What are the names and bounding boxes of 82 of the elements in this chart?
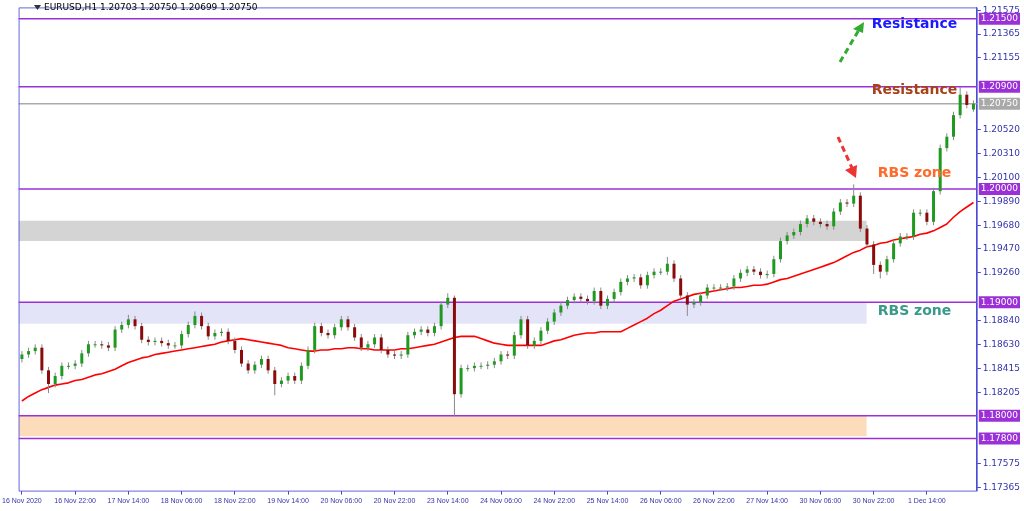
- y-tick-label: 1.18630: [982, 338, 1021, 349]
- y-tick-label: 1.21575: [982, 4, 1020, 15]
- candlestick: [632, 273, 636, 283]
- candlestick: [20, 350, 24, 363]
- candlestick: [40, 343, 44, 375]
- candlestick: [286, 372, 290, 385]
- ref-line-label: 1.17800: [980, 432, 1019, 443]
- candlestick: [273, 366, 277, 396]
- candlestick: [93, 340, 97, 349]
- y-tick-label: 1.17365: [982, 482, 1020, 493]
- ref-line-label: 1.20750: [980, 98, 1019, 109]
- chart-title: EURUSD,H1 1.20703 1.20750 1.20699 1.20750: [44, 2, 258, 12]
- candlestick: [712, 283, 716, 292]
- y-tick-label: 1.18415: [982, 363, 1020, 374]
- candlestick: [479, 361, 483, 370]
- candlestick: [752, 265, 756, 276]
- candlestick: [692, 298, 696, 309]
- candlestick: [140, 322, 144, 344]
- candlestick: [180, 330, 184, 350]
- candlestick: [912, 208, 916, 241]
- candlestick: [47, 366, 51, 394]
- ref-line-label: 1.19000: [980, 296, 1019, 307]
- candlestick: [406, 331, 410, 359]
- candlestick: [499, 350, 503, 366]
- y-tick-label: 1.19890: [982, 195, 1021, 206]
- candlestick: [685, 291, 689, 317]
- candlestick: [679, 274, 683, 300]
- candlestick: [778, 237, 782, 264]
- candlestick: [892, 239, 896, 264]
- annotation: RBS zone: [877, 301, 952, 318]
- y-tick-label: 1.21365: [982, 28, 1020, 39]
- candlestick: [958, 86, 962, 120]
- candlestick: [519, 315, 523, 340]
- y-tick-label: 1.19260: [982, 267, 1021, 278]
- candlestick: [852, 183, 856, 208]
- y-tick-label: 1.18840: [982, 314, 1021, 325]
- candlestick: [133, 315, 137, 331]
- y-tick-label: 1.20100: [982, 171, 1021, 182]
- ref-line-label: 1.20000: [980, 183, 1019, 194]
- candlestick: [213, 329, 217, 341]
- candlestick: [732, 274, 736, 291]
- candlestick: [240, 346, 243, 368]
- ref-line-label: 1.21500: [980, 13, 1019, 24]
- candlestick: [652, 267, 656, 279]
- candlestick: [313, 322, 317, 354]
- candlestick: [173, 341, 177, 350]
- ref-line-label: 1.20900: [980, 81, 1019, 92]
- candlestick: [299, 361, 303, 385]
- candlestick: [772, 255, 776, 278]
- candlestick: [599, 287, 603, 310]
- candlestick: [865, 224, 869, 249]
- candlestick: [306, 346, 310, 370]
- candlestick: [113, 325, 117, 352]
- candlestick: [153, 336, 157, 346]
- candlestick: [785, 231, 789, 245]
- ref-line-label: 1.18000: [980, 410, 1019, 421]
- candlestick: [512, 331, 516, 360]
- y-tick-label: 1.19470: [982, 243, 1021, 254]
- y-tick-label: 1.18205: [982, 386, 1020, 397]
- candlestick: [905, 232, 909, 241]
- candlestick: [872, 240, 876, 275]
- candlestick: [665, 256, 669, 276]
- candlestick: [193, 310, 197, 329]
- candlestick: [346, 315, 350, 332]
- candlestick: [885, 255, 889, 276]
- candlestick: [672, 259, 676, 283]
- candlestick: [266, 355, 270, 375]
- candlestick: [805, 214, 809, 228]
- candlestick: [832, 207, 836, 231]
- y-tick-label: 1.21155: [982, 52, 1020, 63]
- y-tick-label: 1.17575: [982, 458, 1020, 469]
- candlestick: [945, 132, 949, 152]
- candlestick: [845, 198, 849, 208]
- y-tick-label: 1.19680: [982, 219, 1021, 230]
- candlestick: [951, 111, 955, 141]
- candlestick: [379, 333, 383, 354]
- y-tick-label: 1.20310: [982, 148, 1021, 159]
- candlestick: [559, 301, 563, 317]
- y-tick-label: 1.20520: [982, 124, 1021, 135]
- candlestick: [439, 300, 443, 331]
- candlestick: [366, 340, 370, 352]
- annotation: Resistance: [871, 14, 958, 31]
